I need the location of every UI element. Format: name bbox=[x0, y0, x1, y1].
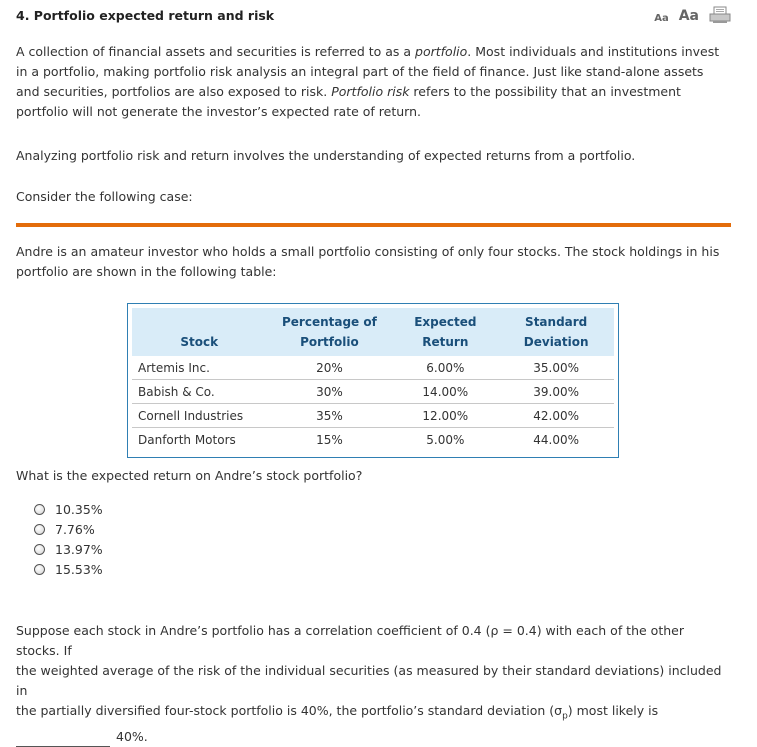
question-title: 4. Portfolio expected return and risk bbox=[16, 8, 275, 23]
followup-value: 40%. bbox=[116, 728, 148, 744]
table-row: Artemis Inc. 20% 6.00% 35.00% bbox=[132, 356, 614, 380]
stock-name: Cornell Industries bbox=[132, 404, 267, 428]
radio-button[interactable] bbox=[34, 543, 45, 555]
answer-option-label: 10.35% bbox=[55, 501, 103, 517]
answer-option-label: 13.97% bbox=[55, 541, 103, 557]
toolbar: Aa Aa bbox=[654, 6, 731, 24]
answer-option-label: 15.53% bbox=[55, 561, 103, 577]
radio-button[interactable] bbox=[34, 523, 45, 535]
answer-option-label: 7.76% bbox=[55, 521, 95, 537]
header-percentage: Percentage of Portfolio bbox=[266, 308, 393, 356]
answer-dropdown[interactable] bbox=[16, 732, 110, 747]
followup-paragraph: Suppose each stock in Andre’s portfolio … bbox=[16, 621, 728, 747]
holdings-table: Stock Percentage of Portfolio Expected Ret… bbox=[127, 303, 619, 458]
font-increase-button[interactable]: Aa bbox=[678, 8, 699, 24]
stock-std-dev: 35.00% bbox=[498, 356, 614, 380]
answer-option[interactable]: 10.35% bbox=[34, 499, 103, 519]
stock-name: Artemis Inc. bbox=[132, 356, 267, 380]
table-header-row: Stock Percentage of Portfolio Expected Ret… bbox=[132, 308, 614, 356]
question-prompt: What is the expected return on Andre’s s… bbox=[16, 468, 363, 483]
stock-expected-return: 5.00% bbox=[426, 432, 465, 447]
term-portfolio: portfolio bbox=[415, 44, 468, 59]
analysis-paragraph: Analyzing portfolio risk and return invo… bbox=[16, 148, 636, 163]
table-row: Danforth Motors 15% 5.00% 44.00% bbox=[132, 428, 614, 451]
answer-option[interactable]: 7.76% bbox=[34, 519, 103, 539]
stock-name: Danforth Motors bbox=[138, 432, 236, 447]
font-decrease-button[interactable]: Aa bbox=[654, 13, 669, 24]
header-stock: Stock bbox=[132, 308, 267, 356]
term-portfolio-risk: Portfolio risk bbox=[331, 84, 410, 99]
stock-percentage: 35% bbox=[266, 404, 393, 428]
stock-std-dev: 39.00% bbox=[498, 380, 614, 404]
table-row: Babish & Co. 30% 14.00% 39.00% bbox=[132, 380, 614, 404]
printer-icon[interactable] bbox=[709, 6, 731, 24]
stock-percentage: 15% bbox=[316, 432, 343, 447]
stock-std-dev: 42.00% bbox=[498, 404, 614, 428]
header-expected-return: Expected Return bbox=[392, 308, 499, 356]
stock-std-dev: 44.00% bbox=[533, 432, 580, 447]
answer-option[interactable]: 13.97% bbox=[34, 539, 103, 559]
stock-expected-return: 6.00% bbox=[392, 356, 499, 380]
answer-options: 10.35% 7.76% 13.97% 15.53% bbox=[34, 499, 103, 579]
header-std-dev: Standard Deviation bbox=[498, 308, 614, 356]
stock-name: Babish & Co. bbox=[132, 380, 267, 404]
stock-percentage: 30% bbox=[266, 380, 393, 404]
radio-button[interactable] bbox=[34, 563, 45, 575]
stock-expected-return: 14.00% bbox=[392, 380, 499, 404]
stock-expected-return: 12.00% bbox=[392, 404, 499, 428]
case-description: Andre is an amateur investor who holds a… bbox=[16, 244, 720, 279]
case-intro: Consider the following case: bbox=[16, 189, 193, 204]
table-row: Cornell Industries 35% 12.00% 42.00% bbox=[132, 404, 614, 428]
answer-option[interactable]: 15.53% bbox=[34, 559, 103, 579]
stock-percentage: 20% bbox=[266, 356, 393, 380]
section-divider bbox=[16, 223, 731, 227]
intro-paragraph: A collection of financial assets and sec… bbox=[16, 44, 720, 119]
radio-button[interactable] bbox=[34, 503, 45, 515]
